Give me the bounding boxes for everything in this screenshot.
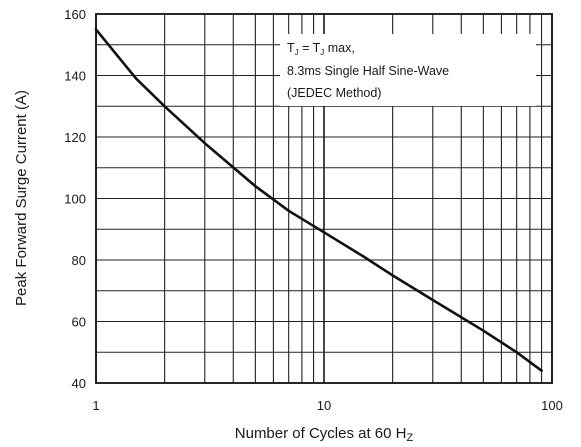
y-tick-label: 40 bbox=[72, 376, 86, 391]
y-tick-label: 160 bbox=[64, 7, 86, 22]
plot-frame bbox=[95, 13, 553, 384]
x-tick-label: 10 bbox=[317, 398, 331, 413]
annotation-background bbox=[280, 34, 536, 106]
x-axis-label: Number of Cycles at 60 HZ bbox=[235, 425, 414, 444]
x-tick-label: 100 bbox=[541, 398, 563, 413]
curve-layer bbox=[94, 28, 543, 372]
y-tick-label: 140 bbox=[64, 69, 86, 84]
annotation-line-3: (JEDEC Method) bbox=[287, 86, 381, 100]
surge-current-curve bbox=[94, 28, 543, 372]
y-tick-label: 120 bbox=[64, 130, 86, 145]
annotation-box: TJ = TJ max, 8.3ms Single Half Sine-Wave… bbox=[280, 34, 536, 106]
x-tick-labels: 1 10 100 bbox=[92, 398, 562, 413]
y-tick-label: 100 bbox=[64, 192, 86, 207]
y-tick-label: 80 bbox=[72, 253, 86, 268]
annotation-line-2: 8.3ms Single Half Sine-Wave bbox=[287, 64, 449, 78]
annotation-line-1: TJ = TJ max, bbox=[287, 41, 355, 57]
y-tick-labels: 40 60 80 100 120 140 160 bbox=[64, 7, 86, 391]
x-tick-label: 1 bbox=[92, 398, 99, 413]
y-axis-label: Peak Forward Surge Current (A) bbox=[13, 90, 30, 306]
y-tick-label: 60 bbox=[72, 315, 86, 330]
